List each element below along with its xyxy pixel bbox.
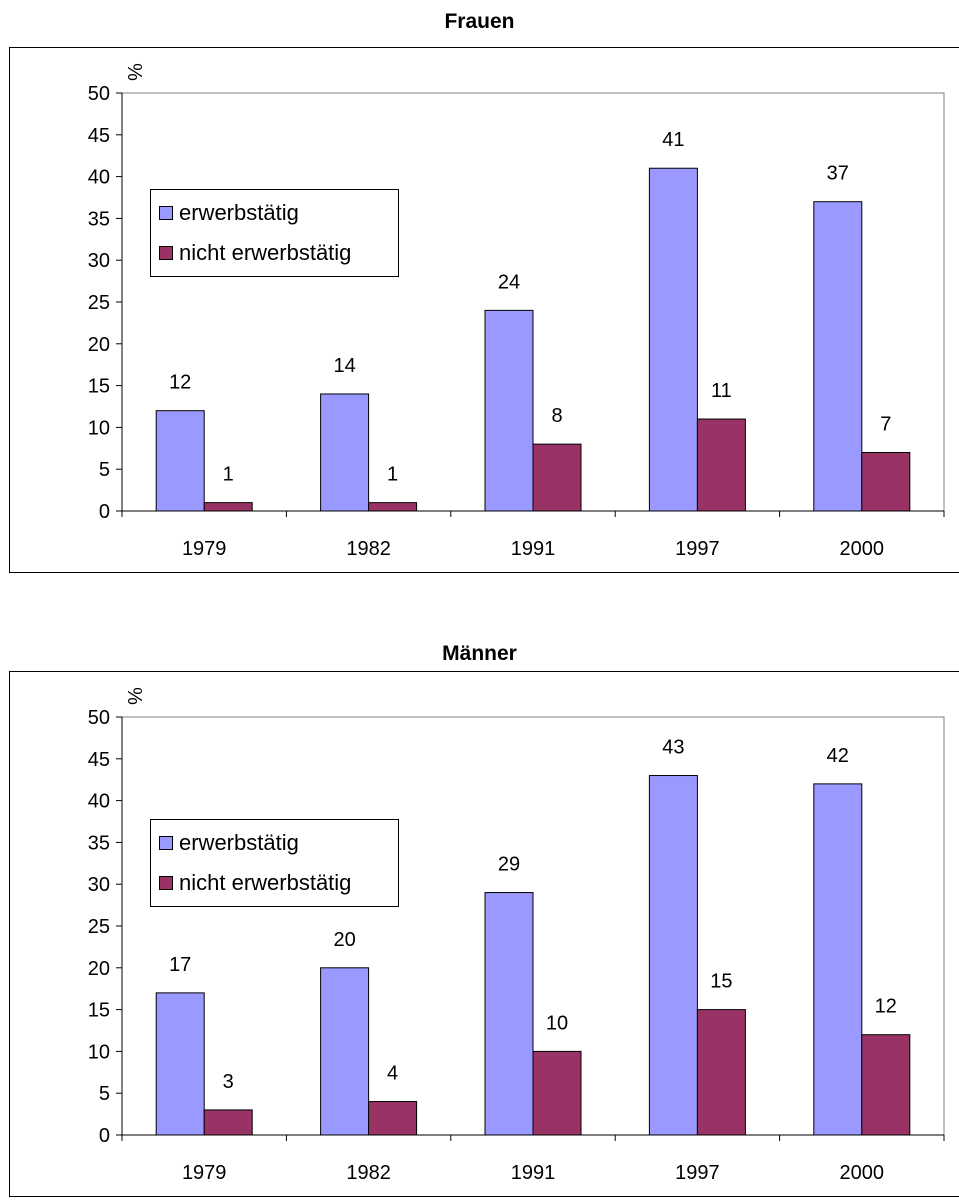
data-label: 29 [498, 854, 520, 876]
bar-nicht-erwerbstaetig [203, 502, 253, 512]
legend-maenner: erwerbstätig nicht erwerbstätig [150, 819, 399, 907]
data-label: 43 [662, 737, 684, 759]
x-tick-label: 1982 [346, 538, 391, 560]
bar-erwerbstaetig [484, 309, 534, 512]
chart-title-frauen: Frauen [444, 10, 515, 33]
legend-item-erwerbstaetig: erwerbstätig [159, 200, 299, 226]
bar-erwerbstaetig [155, 410, 205, 512]
bar-erwerbstaetig [648, 775, 698, 1136]
bar-erwerbstaetig [648, 167, 698, 512]
data-label: 8 [551, 405, 562, 427]
data-label: 12 [875, 996, 897, 1018]
bar-nicht-erwerbstaetig [532, 1050, 582, 1136]
x-tick-label: 1982 [346, 1162, 391, 1184]
y-tick-label: 5 [99, 1083, 110, 1105]
legend-item-erwerbstaetig: erwerbstätig [159, 830, 299, 856]
data-label: 1 [223, 464, 234, 486]
y-tick-label: 35 [88, 208, 110, 230]
bar-nicht-erwerbstaetig [368, 1101, 418, 1136]
x-tick-label: 2000 [840, 538, 885, 560]
bar-chart-maenner: 0 5 10 15 20 25 30 35 40 45 50% 1979 17 3 1982 20 4 1991 2… [88, 687, 945, 1184]
y-tick-label: 10 [88, 417, 110, 439]
data-label: 10 [546, 1012, 568, 1034]
y-axis-label: % [123, 687, 145, 705]
legend-label-nicht-erwerbstaetig: nicht erwerbstätig [179, 870, 352, 895]
chart-title-maenner: Männer [442, 642, 517, 665]
y-tick-label: 45 [88, 125, 110, 147]
x-tick-label: 1997 [675, 538, 720, 560]
y-tick-label: 10 [88, 1041, 110, 1063]
y-tick-label: 15 [88, 376, 110, 398]
x-tick-label: 1991 [511, 1162, 556, 1184]
y-tick-label: 35 [88, 832, 110, 854]
legend-label-nicht-erwerbstaetig: nicht erwerbstätig [179, 240, 352, 265]
data-label: 42 [827, 745, 849, 767]
data-label: 12 [169, 372, 191, 394]
x-tick-label: 1997 [675, 1162, 720, 1184]
bar-nicht-erwerbstaetig [696, 418, 746, 512]
legend-item-nicht-erwerbstaetig: nicht erwerbstätig [159, 240, 351, 266]
legend-label-erwerbstaetig: erwerbstätig [179, 200, 299, 225]
y-tick-label: 20 [88, 958, 110, 980]
x-tick-label: 2000 [840, 1162, 885, 1184]
bar-erwerbstaetig [320, 967, 370, 1136]
bar-nicht-erwerbstaetig [532, 443, 582, 512]
data-label: 11 [711, 380, 732, 402]
y-tick-label: 25 [88, 292, 110, 314]
y-tick-label: 40 [88, 791, 110, 813]
y-tick-label: 25 [88, 916, 110, 938]
data-label: 1 [387, 464, 398, 486]
bar-nicht-erwerbstaetig [861, 451, 911, 512]
legend-swatch-erwerbstaetig [159, 836, 173, 850]
data-label: 37 [827, 163, 849, 185]
x-tick-label: 1979 [182, 1162, 227, 1184]
y-tick-label: 0 [99, 501, 110, 523]
legend-frauen: erwerbstätig nicht erwerbstätig [150, 189, 399, 277]
bar-erwerbstaetig [155, 992, 205, 1136]
bar-erwerbstaetig [484, 892, 534, 1136]
data-label: 15 [710, 971, 732, 993]
data-label: 3 [223, 1071, 234, 1093]
data-label: 4 [387, 1063, 398, 1085]
y-tick-label: 40 [88, 167, 110, 189]
y-tick-label: 0 [99, 1125, 110, 1147]
data-label: 41 [662, 129, 684, 151]
bar-chart-frauen: 05101520253035404550%1979121198214119912… [88, 63, 945, 560]
x-tick-label: 1979 [182, 538, 227, 560]
legend-swatch-nicht-erwerbstaetig [159, 246, 173, 260]
y-axis-label: % [123, 63, 145, 81]
y-tick-label: 45 [88, 749, 110, 771]
legend-item-nicht-erwerbstaetig: nicht erwerbstätig [159, 870, 351, 896]
y-tick-label: 50 [88, 83, 110, 105]
bar-nicht-erwerbstaetig [368, 502, 418, 512]
bar-nicht-erwerbstaetig [861, 1034, 911, 1136]
bar-erwerbstaetig [320, 393, 370, 512]
bar-erwerbstaetig [813, 201, 863, 512]
legend-swatch-nicht-erwerbstaetig [159, 876, 173, 890]
bar-nicht-erwerbstaetig [203, 1109, 253, 1136]
y-tick-label: 50 [88, 707, 110, 729]
data-label: 20 [333, 929, 355, 951]
y-tick-label: 5 [99, 459, 110, 481]
bar-erwerbstaetig [813, 783, 863, 1136]
bar-nicht-erwerbstaetig [696, 1009, 746, 1136]
legend-label-erwerbstaetig: erwerbstätig [179, 830, 299, 855]
y-tick-label: 30 [88, 250, 110, 272]
data-label: 7 [880, 413, 891, 435]
y-tick-label: 20 [88, 334, 110, 356]
y-tick-label: 15 [88, 1000, 110, 1022]
data-label: 14 [333, 355, 355, 377]
legend-swatch-erwerbstaetig [159, 206, 173, 220]
x-tick-label: 1991 [511, 538, 556, 560]
y-tick-label: 30 [88, 874, 110, 896]
data-label: 17 [169, 954, 191, 976]
data-label: 24 [498, 271, 520, 293]
